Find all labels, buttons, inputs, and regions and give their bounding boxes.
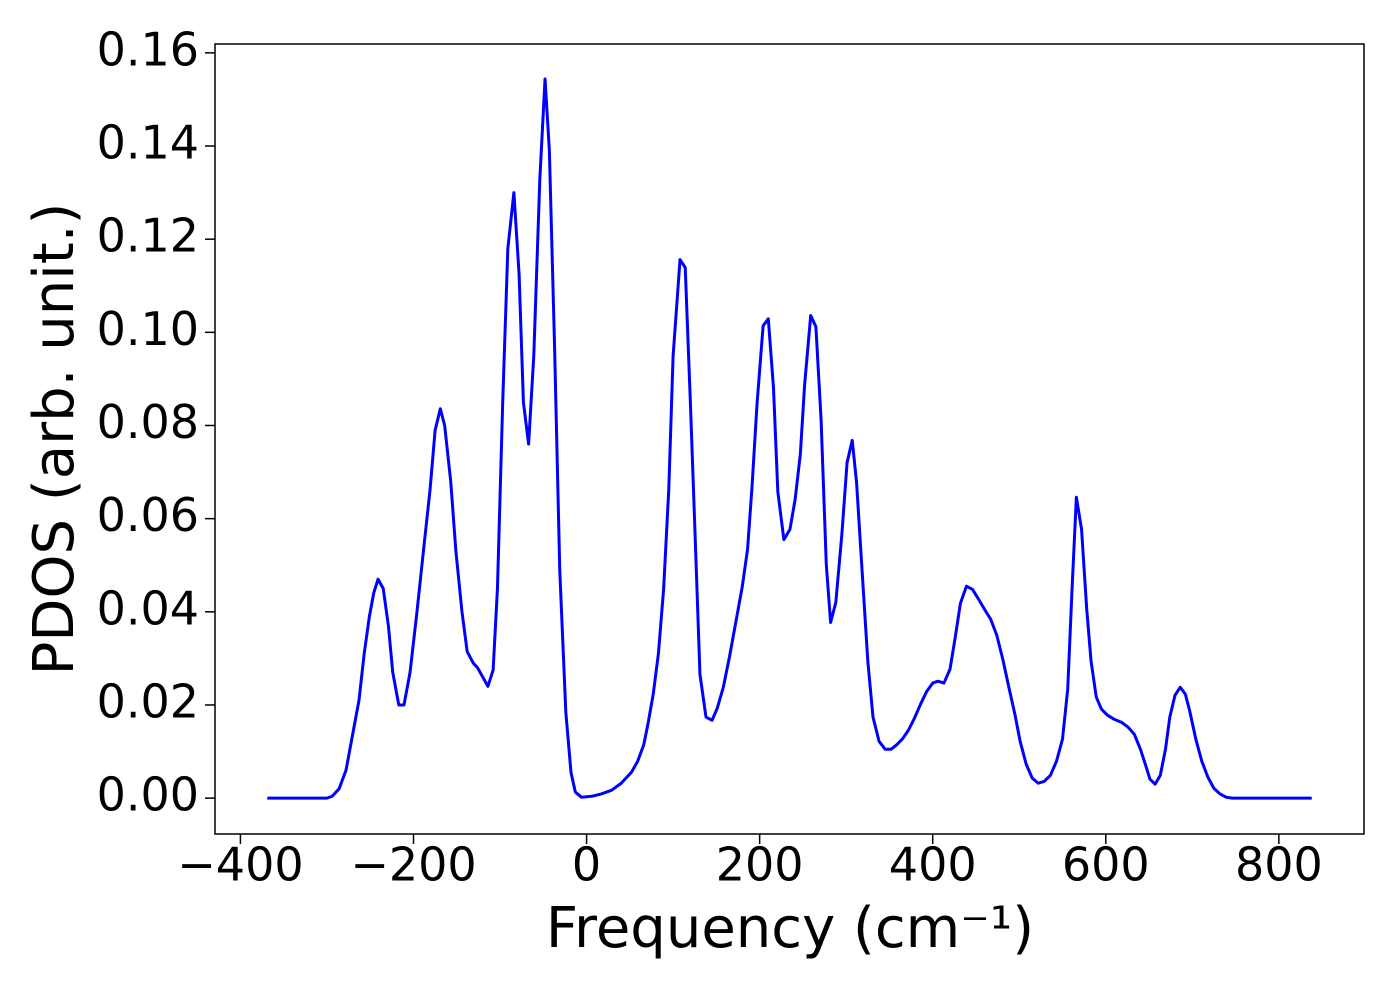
- y-tick-label: 0.06: [97, 488, 199, 542]
- x-tick-label: −200: [350, 838, 476, 892]
- x-axis-label: Frequency (cm⁻¹): [546, 896, 1034, 961]
- y-tick-label: 0.12: [97, 209, 199, 263]
- y-tick-label: 0.02: [97, 674, 199, 728]
- x-tick-label: 200: [716, 838, 804, 892]
- y-tick-label: 0.00: [97, 768, 199, 822]
- y-tick-label: 0.16: [97, 22, 199, 76]
- y-axis-label: PDOS (arb. unit.): [22, 203, 87, 676]
- x-tick-label: 400: [889, 838, 977, 892]
- x-tick-label: 600: [1062, 838, 1150, 892]
- y-tick-label: 0.04: [97, 581, 199, 635]
- y-tick-label: 0.14: [97, 116, 199, 170]
- x-tick-label: −400: [177, 838, 303, 892]
- y-tick-label: 0.08: [97, 395, 199, 449]
- x-tick-label: 800: [1235, 838, 1323, 892]
- x-tick-label: 0: [572, 838, 601, 892]
- data-line: [267, 77, 1312, 800]
- plot-frame: [214, 43, 1365, 835]
- y-tick-label: 0.10: [97, 302, 199, 356]
